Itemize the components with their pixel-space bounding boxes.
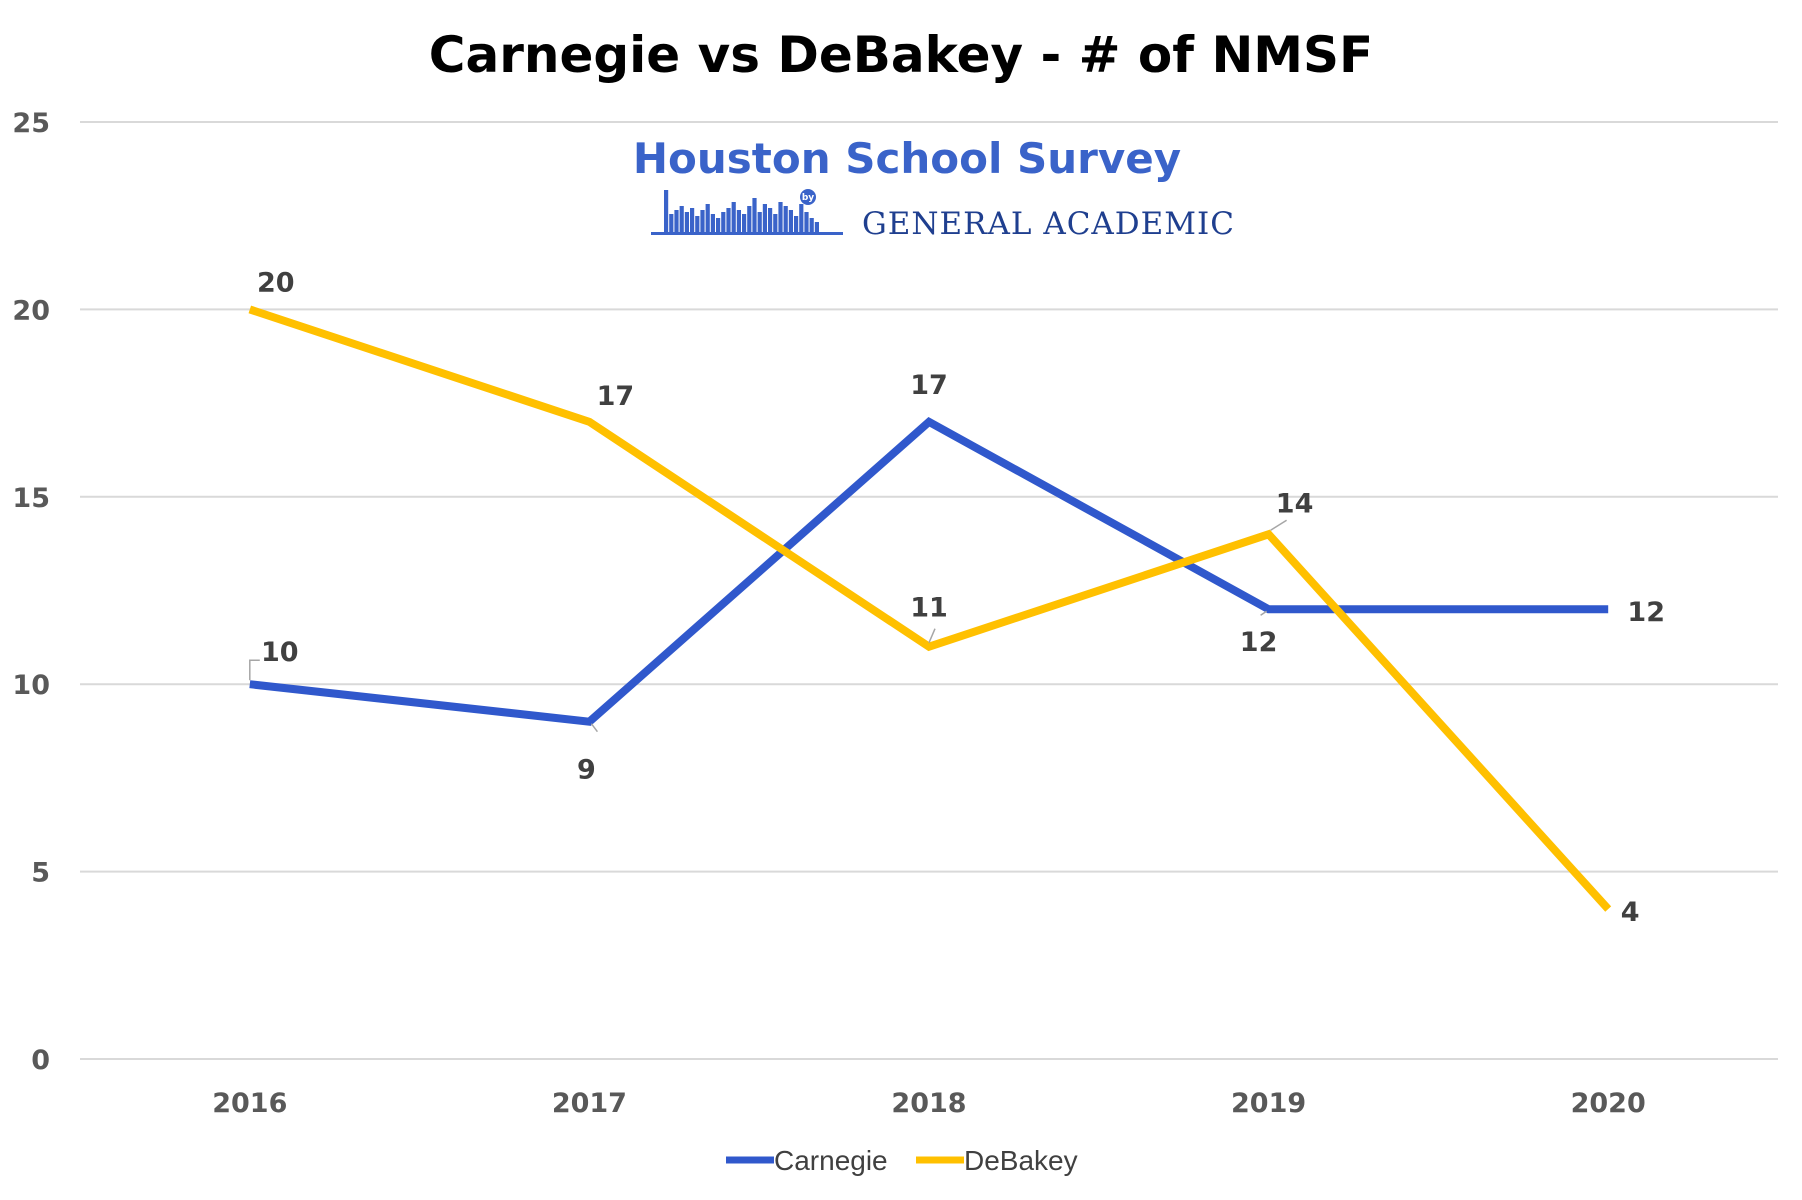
skyline-building xyxy=(752,198,757,232)
skyline-building xyxy=(742,214,747,232)
data-labels: 10 9 17 12 12 20 17 11 14 4 xyxy=(257,267,1665,928)
skyline-building xyxy=(674,210,679,232)
x-tick-label: 2018 xyxy=(891,1088,966,1119)
skyline-building xyxy=(695,216,700,232)
skyline-building xyxy=(705,204,710,232)
logo-by-text: by xyxy=(802,193,814,203)
data-label-debakey: 14 xyxy=(1276,488,1314,519)
skyline-building xyxy=(690,208,695,232)
y-tick-label: 10 xyxy=(12,670,50,701)
data-label-leader xyxy=(590,723,599,733)
skyline-building xyxy=(736,210,741,232)
y-tick-label: 25 xyxy=(12,108,50,139)
skyline-building xyxy=(809,218,814,232)
skyline-building xyxy=(788,210,793,232)
y-tick-label: 20 xyxy=(12,295,50,326)
x-axis-tick-labels: 2016 2017 2018 2019 2020 xyxy=(212,1088,1646,1119)
data-label-carnegie: 9 xyxy=(577,755,596,786)
skyline-building xyxy=(768,208,773,232)
data-label-leader xyxy=(249,659,260,681)
skyline-building xyxy=(778,202,783,232)
data-label-leader xyxy=(928,628,936,644)
data-label-carnegie: 10 xyxy=(261,637,299,668)
skyline-building xyxy=(773,214,778,232)
chart-title: Carnegie vs DeBakey - # of NMSF xyxy=(429,26,1373,84)
skyline-building xyxy=(804,212,809,232)
legend-label-debakey: DeBakey xyxy=(964,1145,1078,1176)
houston-school-survey-logo: Houston School Survey by GENERAL ACADEMI… xyxy=(633,134,1235,242)
data-label-debakey: 11 xyxy=(910,593,948,624)
legend: Carnegie DeBakey xyxy=(726,1145,1078,1176)
logo-title: Houston School Survey xyxy=(633,134,1181,183)
skyline-building xyxy=(762,204,767,232)
data-label-debakey: 17 xyxy=(597,381,635,412)
data-label-leader xyxy=(1270,519,1287,531)
skyline-building xyxy=(721,212,726,232)
skyline-building xyxy=(679,206,684,232)
data-label-leaders xyxy=(249,519,1287,733)
gridlines xyxy=(80,121,1778,1060)
y-axis-tick-labels: 0 5 10 15 20 25 xyxy=(12,108,50,1076)
y-tick-label: 0 xyxy=(31,1045,50,1076)
skyline-building xyxy=(757,212,762,232)
legend-label-carnegie: Carnegie xyxy=(774,1145,888,1176)
y-tick-label: 15 xyxy=(12,483,50,514)
x-tick-label: 2020 xyxy=(1571,1088,1646,1119)
series-lines xyxy=(248,305,1612,912)
skyline-building xyxy=(710,214,715,232)
data-label-debakey: 20 xyxy=(257,267,295,298)
skyline-building xyxy=(799,204,804,232)
data-label-debakey: 4 xyxy=(1621,897,1640,928)
skyline-building xyxy=(664,190,669,232)
skyline-building xyxy=(726,208,731,232)
logo-subtitle: GENERAL ACADEMIC xyxy=(862,206,1235,242)
skyline-building xyxy=(731,202,736,232)
data-label-carnegie: 12 xyxy=(1627,597,1665,628)
skyline-building xyxy=(747,206,752,232)
skyline-building xyxy=(783,206,788,232)
skyline-building xyxy=(669,214,674,232)
x-tick-label: 2016 xyxy=(212,1088,287,1119)
logo-by-badge xyxy=(800,189,816,205)
y-tick-label: 5 xyxy=(31,858,50,889)
series-line-debakey xyxy=(248,305,1612,912)
skyline-base xyxy=(651,232,843,235)
skyline-building xyxy=(700,210,705,232)
skyline-building xyxy=(684,212,689,232)
series-line-carnegie xyxy=(249,416,1609,726)
data-label-carnegie: 12 xyxy=(1240,627,1278,658)
skyline-building xyxy=(814,222,819,232)
data-label-leader xyxy=(1260,610,1268,616)
skyline-icon xyxy=(651,190,843,235)
x-tick-label: 2017 xyxy=(552,1088,627,1119)
skyline-building xyxy=(794,216,799,232)
skyline-building xyxy=(716,218,721,232)
data-label-carnegie: 17 xyxy=(910,370,948,401)
x-tick-label: 2019 xyxy=(1231,1088,1306,1119)
